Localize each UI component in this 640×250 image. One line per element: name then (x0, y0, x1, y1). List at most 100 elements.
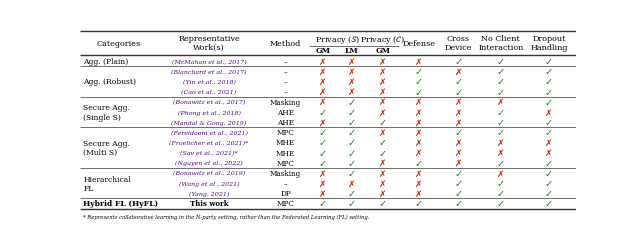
Text: ✓: ✓ (379, 138, 387, 148)
Text: ✓: ✓ (454, 199, 462, 208)
Text: ✓: ✓ (545, 199, 553, 208)
Text: ✓: ✓ (545, 98, 553, 108)
Text: ✓: ✓ (497, 199, 505, 208)
Text: –: – (284, 78, 287, 86)
Text: ✗: ✗ (545, 108, 552, 117)
Text: ✓: ✓ (348, 138, 356, 148)
Text: Hybrid FL (HyFL): Hybrid FL (HyFL) (83, 200, 158, 207)
Text: MPC: MPC (276, 159, 294, 167)
Text: ✓: ✓ (348, 158, 356, 168)
Text: ✗: ✗ (454, 68, 462, 76)
Text: ✗: ✗ (415, 169, 422, 178)
Text: ✗: ✗ (415, 138, 422, 147)
Text: –: – (284, 180, 287, 187)
Text: ✓: ✓ (545, 188, 553, 198)
Text: (Cao et al., 2021): (Cao et al., 2021) (181, 90, 237, 95)
Text: ✓: ✓ (454, 178, 462, 188)
Text: MHE: MHE (276, 139, 295, 147)
Text: ✓: ✓ (348, 98, 356, 108)
Text: ✓: ✓ (319, 138, 327, 148)
Text: Secure Agg.
(Multi S): Secure Agg. (Multi S) (83, 140, 130, 156)
Text: (Sav et al., 2021)*: (Sav et al., 2021)* (180, 150, 238, 156)
Text: (Wang et al., 2021): (Wang et al., 2021) (179, 181, 239, 186)
Text: ✓: ✓ (545, 168, 553, 178)
Text: ✓: ✓ (415, 67, 423, 77)
Text: (Fereidooni et al., 2021): (Fereidooni et al., 2021) (170, 130, 248, 135)
Text: ✗: ✗ (319, 88, 326, 97)
Text: ✗: ✗ (348, 78, 355, 87)
Text: ✗: ✗ (319, 179, 326, 188)
Text: ✓: ✓ (497, 67, 505, 77)
Text: ✗: ✗ (379, 78, 387, 87)
Text: ✓: ✓ (415, 77, 423, 87)
Text: (Froelicher et al., 2021)*: (Froelicher et al., 2021)* (170, 140, 249, 145)
Text: ✗: ✗ (319, 58, 326, 66)
Text: ✓: ✓ (348, 118, 356, 128)
Text: ✗: ✗ (497, 148, 504, 158)
Text: LM: LM (345, 47, 358, 55)
Text: ✓: ✓ (348, 128, 356, 138)
Text: ✓: ✓ (497, 128, 505, 138)
Text: ✓: ✓ (454, 188, 462, 198)
Text: Agg. (Plain): Agg. (Plain) (83, 58, 129, 66)
Text: (Bonawitz et al., 2019): (Bonawitz et al., 2019) (173, 171, 245, 176)
Text: ✗: ✗ (415, 118, 422, 127)
Text: Dropout
Handling: Dropout Handling (530, 34, 568, 51)
Text: (Bonawitz et al., 2017): (Bonawitz et al., 2017) (173, 100, 245, 105)
Text: ✓: ✓ (348, 188, 356, 198)
Text: ✓: ✓ (415, 158, 423, 168)
Text: ✗: ✗ (319, 68, 326, 76)
Text: ✓: ✓ (454, 168, 462, 178)
Text: ✓: ✓ (415, 87, 423, 97)
Text: ✓: ✓ (545, 158, 553, 168)
Text: ✓: ✓ (454, 87, 462, 97)
Text: MPC: MPC (276, 129, 294, 137)
Text: ✓: ✓ (497, 87, 505, 97)
Text: Masking: Masking (269, 98, 301, 106)
Text: ✓: ✓ (415, 199, 423, 208)
Text: ✗: ✗ (348, 88, 355, 97)
Text: ✗: ✗ (379, 68, 387, 76)
Text: ✗: ✗ (497, 98, 504, 107)
Text: ✗: ✗ (348, 179, 355, 188)
Text: ✗: ✗ (379, 98, 387, 107)
Text: (Mandal & Gong, 2019): (Mandal & Gong, 2019) (172, 120, 246, 125)
Text: AHE: AHE (277, 108, 294, 116)
Text: ✓: ✓ (497, 57, 505, 67)
Text: ✓: ✓ (379, 148, 387, 158)
Text: DP: DP (280, 190, 291, 198)
Text: (Yang, 2021): (Yang, 2021) (189, 191, 229, 196)
Text: ✓: ✓ (319, 158, 327, 168)
Text: ✗: ✗ (454, 118, 462, 127)
Text: AHE: AHE (277, 119, 294, 127)
Text: ✓: ✓ (545, 87, 553, 97)
Text: This work: This work (189, 200, 228, 207)
Text: ✓: ✓ (348, 148, 356, 158)
Text: ✗: ✗ (319, 118, 326, 127)
Text: Agg. (Robust): Agg. (Robust) (83, 78, 136, 86)
Text: GM: GM (316, 47, 330, 55)
Text: ✓: ✓ (497, 188, 505, 198)
Text: ✗: ✗ (497, 169, 504, 178)
Text: ✗: ✗ (379, 58, 387, 66)
Text: ✓: ✓ (497, 108, 505, 118)
Text: ✓: ✓ (348, 108, 356, 118)
Text: ✗: ✗ (454, 148, 462, 158)
Text: ✓: ✓ (497, 158, 505, 168)
Text: ✗: ✗ (319, 78, 326, 87)
Text: ✗: ✗ (454, 138, 462, 147)
Text: ✓: ✓ (348, 199, 356, 208)
Text: –: – (284, 68, 287, 76)
Text: ✗: ✗ (319, 98, 326, 107)
Text: ✗: ✗ (319, 169, 326, 178)
Text: ✓: ✓ (454, 77, 462, 87)
Text: MHE: MHE (276, 149, 295, 157)
Text: Privacy ($\mathcal{C}$): Privacy ($\mathcal{C}$) (360, 34, 405, 46)
Text: ✗: ✗ (415, 98, 422, 107)
Text: ✗: ✗ (415, 108, 422, 117)
Text: ✗: ✗ (415, 189, 422, 198)
Text: ✗: ✗ (379, 159, 387, 168)
Text: ✓: ✓ (497, 118, 505, 128)
Text: Method: Method (269, 40, 301, 48)
Text: ✓: ✓ (319, 199, 327, 208)
